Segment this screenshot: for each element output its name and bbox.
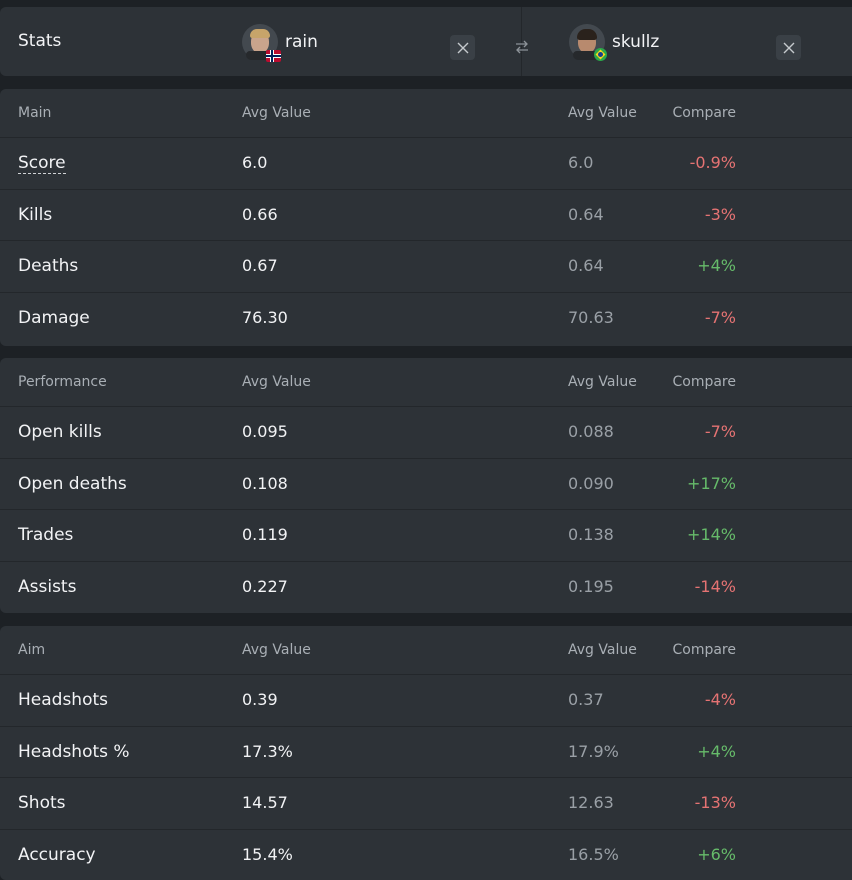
stat-value-player-1: 0.095 (242, 422, 288, 441)
section-header: Aim Avg Value Avg Value Compare (0, 626, 852, 675)
section-main: Main Avg Value Avg Value Compare Score 6… (0, 89, 852, 346)
stat-value-player-1: 0.66 (242, 204, 278, 224)
stat-row: Assists 0.227 0.195 -14% (0, 562, 852, 614)
stat-compare: +6% (697, 844, 736, 864)
stat-compare: -14% (694, 576, 736, 596)
stat-label: Headshots % (18, 741, 130, 762)
section-title: Main (18, 105, 52, 121)
stat-value-player-2: 70.63 (568, 307, 614, 327)
stat-label: Open kills (18, 422, 102, 442)
stat-row: Open kills 0.095 0.088 -7% (0, 407, 852, 459)
column-header-player-1: Avg Value (242, 642, 311, 658)
stat-row: Headshots 0.39 0.37 -4% (0, 675, 852, 727)
player-1-name: rain (285, 31, 318, 52)
stat-label: Assists (18, 576, 77, 597)
stat-row: Accuracy 15.4% 16.5% +6% (0, 830, 852, 880)
stat-value-player-1: 14.57 (242, 793, 288, 812)
column-header-player-1: Avg Value (242, 105, 311, 121)
column-header-player-2: Avg Value (568, 374, 637, 390)
stat-value-player-2: 6.0 (568, 153, 594, 172)
stat-row: Shots 14.57 12.63 -13% (0, 778, 852, 830)
stat-label: Headshots (18, 690, 109, 710)
stat-value-player-2: 17.9% (568, 741, 619, 761)
stat-value-player-2: 12.63 (568, 793, 614, 812)
stat-compare: -4% (704, 690, 736, 709)
stat-value-player-1: 15.4% (242, 844, 293, 864)
stat-value-player-1: 0.67 (242, 256, 278, 275)
stat-value-player-2: 16.5% (568, 844, 619, 864)
stat-value-player-1: 0.39 (242, 690, 278, 709)
stat-compare: +17% (687, 473, 736, 493)
stat-label: Open deaths (18, 473, 127, 494)
column-header-player-1: Avg Value (242, 374, 311, 390)
stat-compare: -7% (704, 422, 736, 441)
section-aim: Aim Avg Value Avg Value Compare Headshot… (0, 626, 852, 880)
stat-row: Score 6.0 6.0 -0.9% (0, 138, 852, 190)
stat-compare: -3% (704, 204, 736, 224)
close-icon (783, 42, 794, 53)
stat-value-player-2: 0.090 (568, 473, 614, 493)
stat-value-player-1: 17.3% (242, 741, 293, 761)
stat-value-player-1: 6.0 (242, 153, 268, 172)
stat-compare: -7% (704, 307, 736, 327)
stat-value-player-1: 0.227 (242, 576, 288, 596)
stat-row: Kills 0.66 0.64 -3% (0, 190, 852, 241)
section-header: Performance Avg Value Avg Value Compare (0, 358, 852, 407)
player-2[interactable]: skullz (569, 7, 659, 76)
header-divider (521, 7, 522, 76)
stat-label: Damage (18, 307, 90, 328)
stat-label: Trades (18, 525, 74, 545)
section-performance: Performance Avg Value Avg Value Compare … (0, 358, 852, 613)
player-2-avatar (569, 23, 607, 61)
stat-compare: +4% (697, 256, 736, 275)
section-title: Performance (18, 374, 107, 390)
remove-player-1-button[interactable] (450, 35, 475, 60)
stat-row: Deaths 0.67 0.64 +4% (0, 241, 852, 293)
stat-value-player-1: 0.119 (242, 525, 288, 544)
stat-row: Damage 76.30 70.63 -7% (0, 293, 852, 345)
column-header-compare: Compare (672, 105, 736, 121)
stats-header: Stats rain skullz (0, 7, 852, 76)
column-header-compare: Compare (672, 642, 736, 658)
stat-row: Trades 0.119 0.138 +14% (0, 510, 852, 562)
stat-value-player-2: 0.195 (568, 576, 614, 596)
stat-value-player-2: 0.088 (568, 422, 614, 441)
stat-value-player-1: 0.108 (242, 473, 288, 493)
section-header: Main Avg Value Avg Value Compare (0, 89, 852, 138)
stat-row: Open deaths 0.108 0.090 +17% (0, 459, 852, 510)
stat-compare: +4% (697, 741, 736, 761)
stat-label: Accuracy (18, 844, 96, 865)
stat-value-player-2: 0.37 (568, 690, 604, 709)
stat-label: Kills (18, 204, 53, 225)
close-icon (457, 42, 468, 53)
section-title: Aim (18, 642, 46, 658)
stat-value-player-2: 0.64 (568, 256, 604, 275)
swap-players-icon[interactable] (512, 37, 532, 57)
brazil-flag-icon (594, 47, 607, 61)
stat-row: Headshots % 17.3% 17.9% +4% (0, 727, 852, 778)
stats-title: Stats (18, 31, 62, 51)
stat-value-player-1: 76.30 (242, 307, 288, 327)
column-header-player-2: Avg Value (568, 642, 637, 658)
norway-flag-icon (266, 49, 281, 62)
stat-compare: -13% (694, 793, 736, 812)
player-1[interactable]: rain (242, 7, 318, 76)
player-1-avatar (242, 23, 281, 62)
column-header-player-2: Avg Value (568, 105, 637, 121)
stat-label-score[interactable]: Score (18, 153, 66, 174)
stat-value-player-2: 0.138 (568, 525, 614, 544)
stat-compare: +14% (687, 525, 736, 544)
column-header-compare: Compare (672, 374, 736, 390)
player-2-name: skullz (612, 31, 660, 52)
stat-label: Deaths (18, 256, 79, 276)
stat-value-player-2: 0.64 (568, 204, 604, 224)
stat-label: Shots (18, 793, 66, 813)
remove-player-2-button[interactable] (776, 35, 801, 60)
stat-compare: -0.9% (689, 153, 736, 172)
